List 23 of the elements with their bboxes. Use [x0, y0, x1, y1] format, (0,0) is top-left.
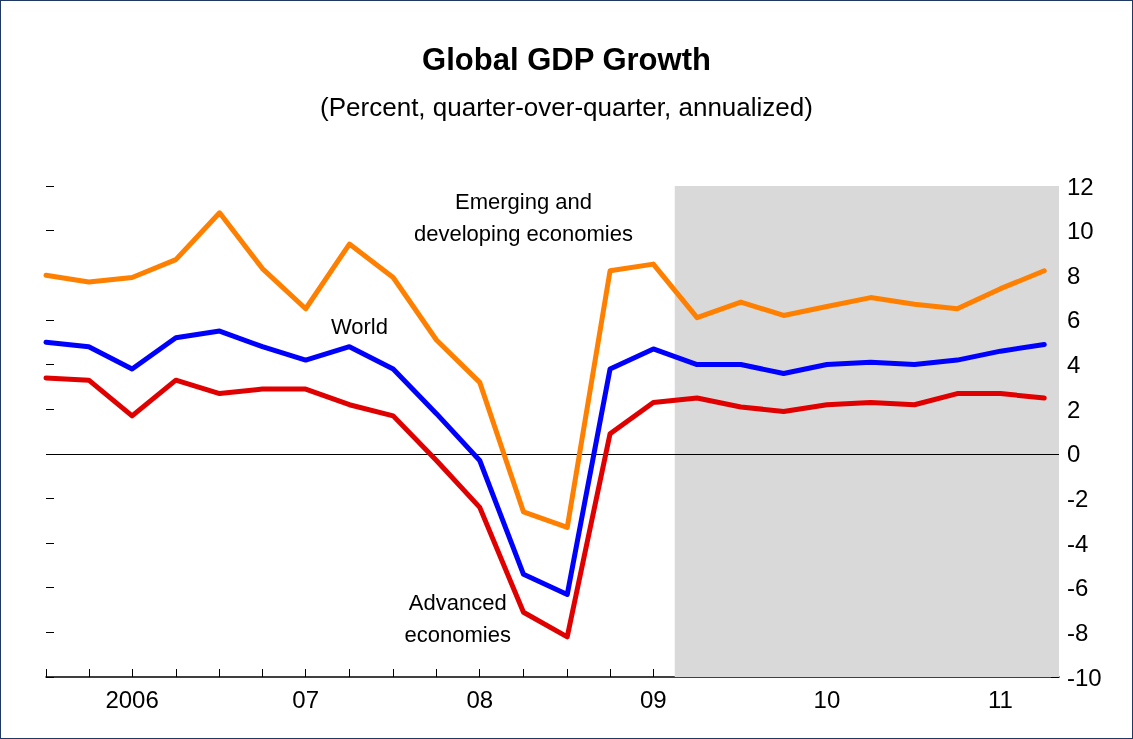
y-tick-label: -10 — [1067, 663, 1102, 691]
y-tick-label: 4 — [1067, 351, 1081, 379]
series-label: World — [330, 314, 388, 340]
x-tick-label: 08 — [466, 685, 494, 713]
y-tick-label: 12 — [1067, 172, 1094, 200]
y-tick-label: -8 — [1067, 618, 1089, 646]
x-tick-label: 09 — [639, 685, 667, 713]
x-tick-label: 07 — [292, 685, 320, 713]
y-tick-label: 0 — [1067, 440, 1081, 468]
y-tick-label: -2 — [1067, 484, 1089, 512]
y-tick-label: -4 — [1067, 529, 1089, 557]
x-tick-label: 10 — [813, 685, 841, 713]
x-tick-label: 11 — [988, 685, 1013, 713]
y-tick-label: 10 — [1067, 217, 1094, 245]
y-tick-label: 6 — [1067, 306, 1081, 334]
chart-subtitle: (Percent, quarter-over-quarter, annualized) — [320, 92, 813, 122]
y-tick-label: 2 — [1067, 395, 1081, 423]
x-tick-label: 2006 — [105, 685, 159, 713]
series-label: Emerging and developing economies — [414, 188, 633, 246]
y-tick-label: 8 — [1067, 261, 1081, 289]
y-tick-label: -6 — [1067, 574, 1089, 602]
series-label: Advanced economies — [404, 590, 511, 648]
chart-title: Global GDP Growth — [422, 42, 711, 77]
